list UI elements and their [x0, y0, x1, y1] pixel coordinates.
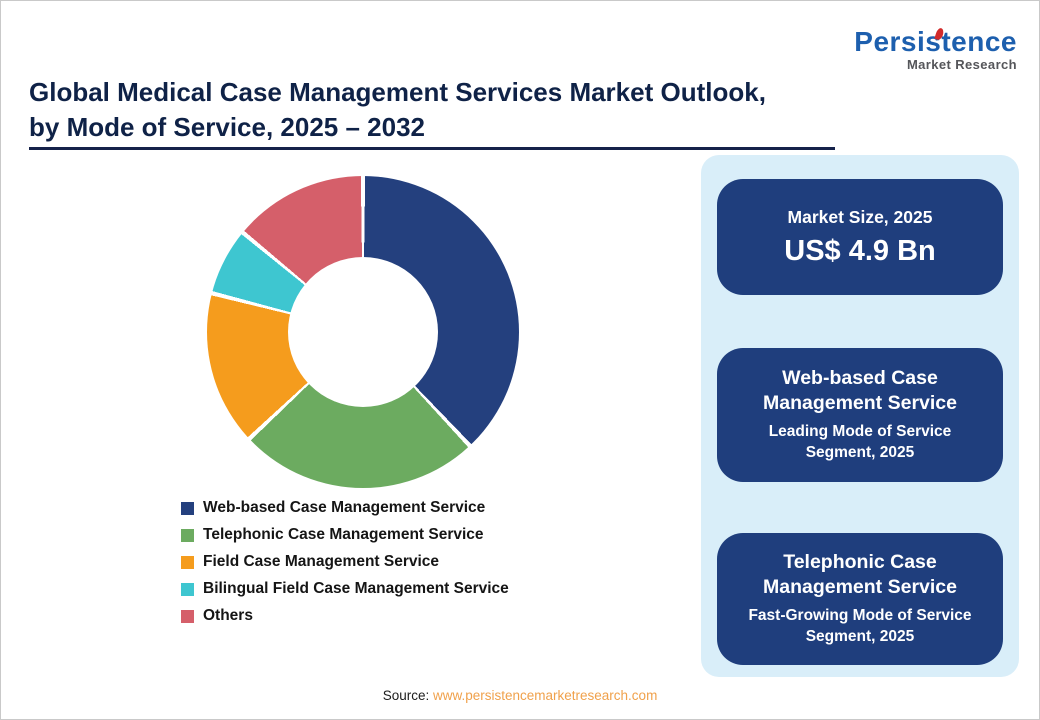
legend-label: Field Case Management Service	[203, 553, 440, 570]
legend-item: Bilingual Field Case Management Service	[181, 580, 509, 598]
leading-segment-card: Web-based Case Management Service Leadin…	[717, 348, 1003, 482]
title-divider	[29, 147, 835, 150]
card-subtitle: Fast-Growing Mode of Service Segment, 20…	[748, 607, 972, 646]
logo-subtitle: Market Research	[906, 57, 1017, 73]
logo: Persistence Market Research	[854, 27, 1017, 73]
legend-swatch	[181, 555, 194, 569]
legend-label: Others	[203, 607, 253, 624]
card-subtitle: Leading Mode of Service Segment, 2025	[768, 423, 952, 462]
legend-item: Web-based Case Management Service	[181, 499, 509, 517]
page-title: Global Medical Case Management Services …	[29, 75, 849, 145]
legend-label: Telephonic Case Management Service	[203, 526, 484, 543]
market-size-card: Market Size, 2025 US$ 4.9 Bn	[717, 179, 1003, 295]
legend-swatch	[181, 582, 194, 596]
legend-label: Web-based Case Management Service	[203, 499, 486, 516]
legend-item: Others	[181, 607, 509, 625]
source-link[interactable]: www.persistencemarketresearch.com	[432, 688, 658, 703]
legend-label: Bilingual Field Case Management Service	[203, 580, 509, 597]
card-title: Telephonic Case Management Service	[762, 550, 957, 599]
legend-swatch	[181, 501, 194, 515]
card-title: Market Size, 2025	[787, 206, 933, 227]
donut-chart-area	[207, 176, 519, 488]
legend-item: Telephonic Case Management Service	[181, 526, 509, 544]
page-title-line2: by Mode of Service, 2025 – 2032	[29, 112, 425, 142]
legend-item: Field Case Management Service	[181, 553, 509, 571]
source-label: Source:	[382, 688, 430, 703]
card-title: Web-based Case Management Service	[762, 366, 957, 415]
fast-growing-segment-card: Telephonic Case Management Service Fast-…	[717, 533, 1003, 665]
logo-title: Persistence	[854, 27, 1017, 56]
card-value: US$ 4.9 Bn	[784, 235, 936, 268]
donut-hole	[288, 257, 438, 407]
legend-swatch	[181, 609, 194, 623]
info-panel: Market Size, 2025 US$ 4.9 Bn Web-based C…	[701, 155, 1019, 677]
chart-legend: Web-based Case Management Service Teleph…	[181, 499, 509, 625]
legend-swatch	[181, 528, 194, 542]
page-title-line1: Global Medical Case Management Services …	[29, 77, 766, 107]
source-line: Source: www.persistencemarketresearch.co…	[1, 688, 1039, 703]
